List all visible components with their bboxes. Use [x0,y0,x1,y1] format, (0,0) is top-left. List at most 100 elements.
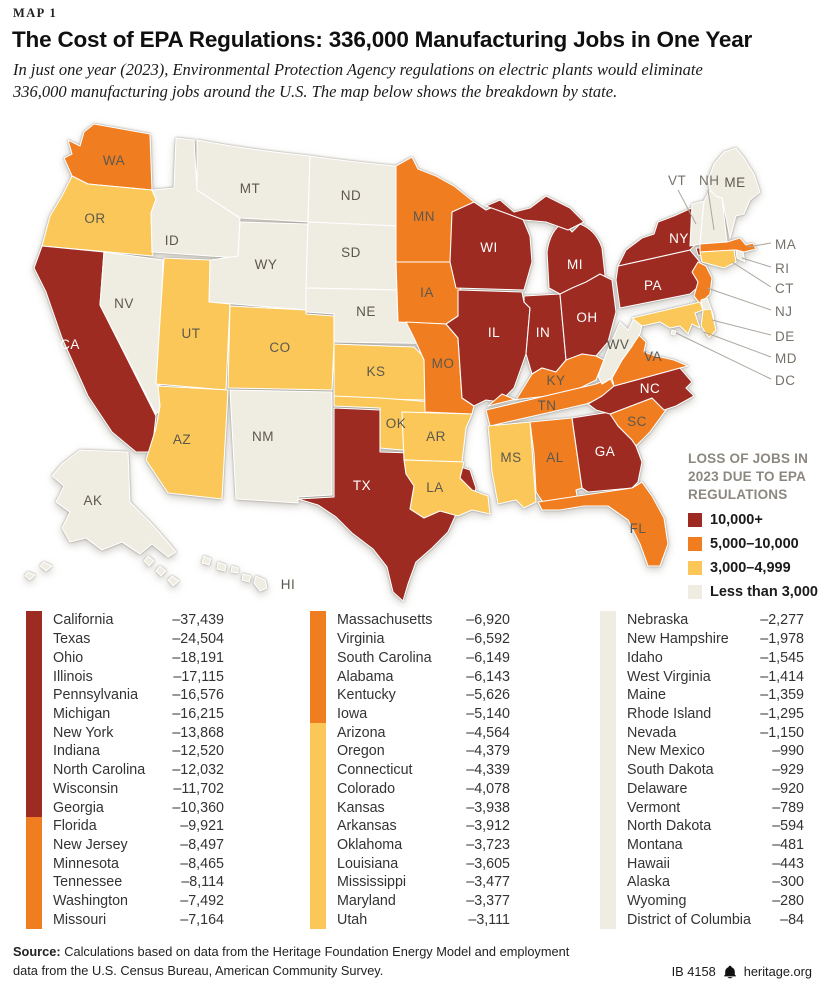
state-value: –3,605 [466,855,510,872]
category-bar [600,723,616,743]
table-row: Delaware –920 [600,779,804,799]
state-name: Maine [627,687,666,704]
category-bar [600,910,616,930]
state-value: –8,465 [180,855,224,872]
state-label-nv: NV [114,296,134,311]
state-name: Massachusetts [337,612,433,629]
state-name: Arkansas [337,818,397,835]
category-bar [600,816,616,836]
table-row: Vermont –789 [600,798,804,817]
category-bar [26,816,42,836]
state-label-sc: SC [627,414,647,429]
table-row: Tennessee –8,114 [26,873,224,892]
state-value: –8,497 [180,836,224,853]
state-value: –84 [780,911,804,928]
table-row: Rhode Island –1,295 [600,704,804,724]
state-value: –443 [772,855,804,872]
map-legend: LOSS OF JOBS IN 2023 DUE TO EPA REGULATI… [688,450,822,600]
state-name: Delaware [627,780,688,797]
category-bar [600,611,616,630]
source-text: Calculations based on data from the Heri… [13,944,570,978]
table-row: Hawaii –443 [600,854,804,874]
callout-line-nh [707,189,715,231]
category-bar [310,629,326,649]
legend-item-label: Less than 3,000 [710,584,818,601]
legend-item: 5,000–10,000 [688,536,822,552]
map-kicker: MAP 1 [13,6,58,20]
table-row: North Carolina –12,032 [26,760,224,780]
table-row: Wisconsin –11,702 [26,779,224,799]
state-name: Oregon [337,743,385,760]
state-ar [401,411,473,463]
state-name: Vermont [627,799,681,816]
state-value: –16,215 [172,705,224,722]
state-value: –1,150 [760,724,804,741]
table-row: New Jersey –8,497 [26,835,224,855]
state-name: Indiana [53,743,100,760]
callout-line-dc [675,332,772,380]
category-bar [26,891,42,911]
table-row: Texas –24,504 [26,629,224,649]
table-row: Mississippi –3,477 [310,873,510,892]
state-name: New Mexico [627,743,705,760]
state-value: –481 [772,836,804,853]
callout-label-nh: NH [699,173,720,188]
state-label-mt: MT [240,181,261,196]
callout-label-ri: RI [775,261,790,276]
category-bar [600,835,616,855]
callout-line-ri [741,257,772,268]
state-value: –6,592 [466,631,510,648]
state-label-nm: NM [252,429,274,444]
state-value: –2,277 [760,612,804,629]
state-label-al: AL [546,450,564,465]
table-row: Oklahoma –3,723 [310,835,510,855]
site-link[interactable]: heritage.org [743,964,812,980]
state-name: Florida [53,818,97,835]
table-column-3: Nebraska –2,277 New Hampshire –1,978 Idaho –1… [600,611,804,930]
state-name: Virginia [337,631,385,648]
category-bar [26,910,42,930]
state-name: Missouri [53,911,107,928]
state-value: –8,114 [181,874,224,891]
state-value: –4,564 [466,724,510,741]
map-state-labels: WA OR CA NV ID MT WY UT CO AZ NM ND SD N… [60,153,745,592]
state-label-fl: FL [630,521,647,536]
callout-line-ct [731,261,772,288]
category-bar [26,723,42,743]
state-name: Arizona [337,724,386,741]
category-bar [310,873,326,892]
table-row: Iowa –5,140 [310,704,510,724]
state-value: –16,576 [172,687,224,704]
table-row: Connecticut –4,339 [310,760,510,780]
state-ct [699,249,737,269]
category-bar [26,685,42,705]
table-row: West Virginia –1,414 [600,667,804,686]
category-bar [600,629,616,649]
page-subtitle: In just one year (2023), Environmental P… [13,60,703,102]
table-row: Maryland –3,377 [310,891,510,911]
legend-swatch-orange [688,537,702,552]
callout-label-ct: CT [775,281,794,296]
state-label-il: IL [488,325,500,340]
table-column-2: Massachusetts –6,920 Virginia –6,592 South C… [310,611,510,930]
table-row: California –37,439 [26,611,224,630]
state-value: –6,920 [466,612,510,629]
state-value: –1,545 [760,649,804,666]
category-bar [310,667,326,686]
state-name: California [53,612,114,629]
legend-item-label: 5,000–10,000 [710,536,799,553]
table-row: Nevada –1,150 [600,723,804,743]
page-footer: Source: Calculations based on data from … [13,943,812,980]
state-label-ia: IA [420,285,434,300]
category-bar [26,854,42,874]
category-bar [310,685,326,705]
state-label-az: AZ [173,432,191,447]
category-bar [310,742,326,761]
callout-line-de [711,319,772,336]
state-hi [201,555,268,592]
state-label-wy: WY [255,257,278,272]
state-value: –6,143 [466,668,510,685]
state-value: –7,492 [180,893,224,910]
state-value: –4,379 [466,743,510,760]
table-row: Louisiana –3,605 [310,854,510,874]
